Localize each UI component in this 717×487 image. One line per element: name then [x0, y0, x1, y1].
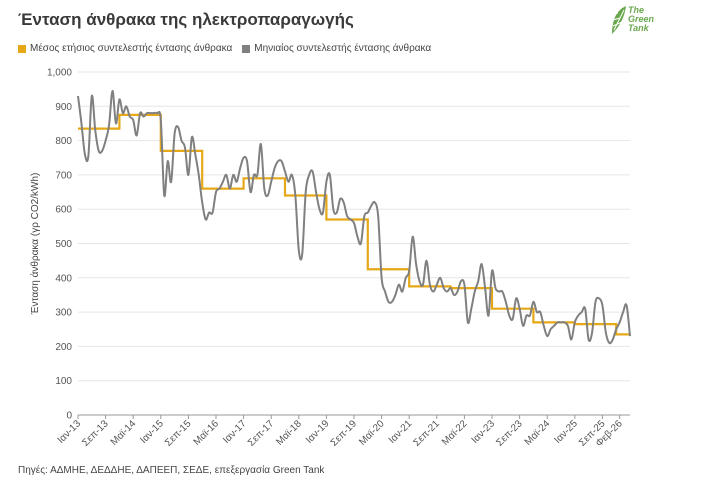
x-tick-label: Μαϊ-16	[192, 418, 222, 448]
x-tick-label: Μαϊ-22	[440, 418, 470, 448]
y-tick-label: 100	[55, 376, 72, 387]
legend-swatch-annual	[18, 44, 26, 53]
logo-text-line3: Tank	[628, 23, 649, 33]
legend-label-monthly: Μηνιαίος συντελεστής έντασης άνθρακα	[254, 43, 432, 54]
x-tick-label: Μαϊ-18	[274, 418, 304, 448]
leaf-icon	[612, 6, 626, 34]
y-tick-label: 400	[55, 273, 72, 284]
x-tick-label: Σεπ-13	[80, 418, 111, 449]
logo-text-line1: The	[628, 5, 645, 15]
x-tick-label: Σεπ-15	[163, 418, 194, 449]
legend-swatch-monthly	[242, 44, 251, 53]
y-tick-label: 1,000	[47, 68, 72, 79]
series-monthly-line	[77, 89, 631, 345]
y-tick-label: 500	[55, 239, 72, 250]
x-tick-label: Μαϊ-14	[109, 418, 139, 448]
y-tick-label: 200	[55, 342, 72, 353]
y-tick-label: 800	[55, 136, 72, 147]
green-tank-logo: The Green Tank	[610, 4, 658, 40]
y-tick-label: 900	[55, 102, 72, 113]
x-tick-label: Σεπ-21	[412, 418, 443, 449]
legend-label-annual: Μέσος ετήσιος συντελεστής έντασης άνθρακ…	[30, 43, 233, 54]
x-tick-label: Ιαν-13	[56, 418, 84, 446]
x-tick-label: Σεπ-23	[494, 418, 525, 449]
logo-text-line2: Green	[628, 14, 655, 24]
source-note: Πηγές: ΑΔΜΗΕ, ΔΕΔΔΗΕ, ΔΑΠΕΕΠ, ΣΕΔΕ, επεξ…	[18, 465, 325, 476]
chart-legend: Μέσος ετήσιος συντελεστής έντασης άνθρακ…	[18, 43, 431, 54]
legend-item-monthly[interactable]: Μηνιαίος συντελεστής έντασης άνθρακα	[242, 43, 431, 54]
y-tick-label: 0	[66, 411, 72, 422]
x-tick-label: Ιαν-15	[138, 418, 166, 446]
x-tick-label: Σεπ-17	[246, 418, 277, 449]
chart-title: Ένταση άνθρακα της ηλεκτροπαραγωγής	[18, 10, 354, 29]
x-tick-label: Ιαν-23	[470, 418, 498, 446]
x-tick-label: Μαϊ-24	[523, 418, 553, 448]
legend-item-annual[interactable]: Μέσος ετήσιος συντελεστής έντασης άνθρακ…	[18, 43, 232, 54]
x-tick-label: Ιαν-19	[304, 418, 332, 446]
x-tick-label: Ιαν-17	[221, 418, 249, 446]
y-tick-label: 300	[55, 308, 72, 319]
y-axis-label: Ένταση άνθρακα (γρ CO2/kWh)	[29, 173, 41, 316]
x-tick-label: Μαϊ-20	[357, 418, 387, 448]
series-annual-line	[78, 113, 630, 336]
x-tick-label: Ιαν-21	[387, 418, 415, 446]
y-tick-label: 700	[55, 170, 72, 181]
x-tick-label: Ιαν-25	[552, 418, 580, 446]
x-tick-label: Σεπ-19	[329, 418, 360, 449]
y-tick-label: 600	[55, 205, 72, 216]
